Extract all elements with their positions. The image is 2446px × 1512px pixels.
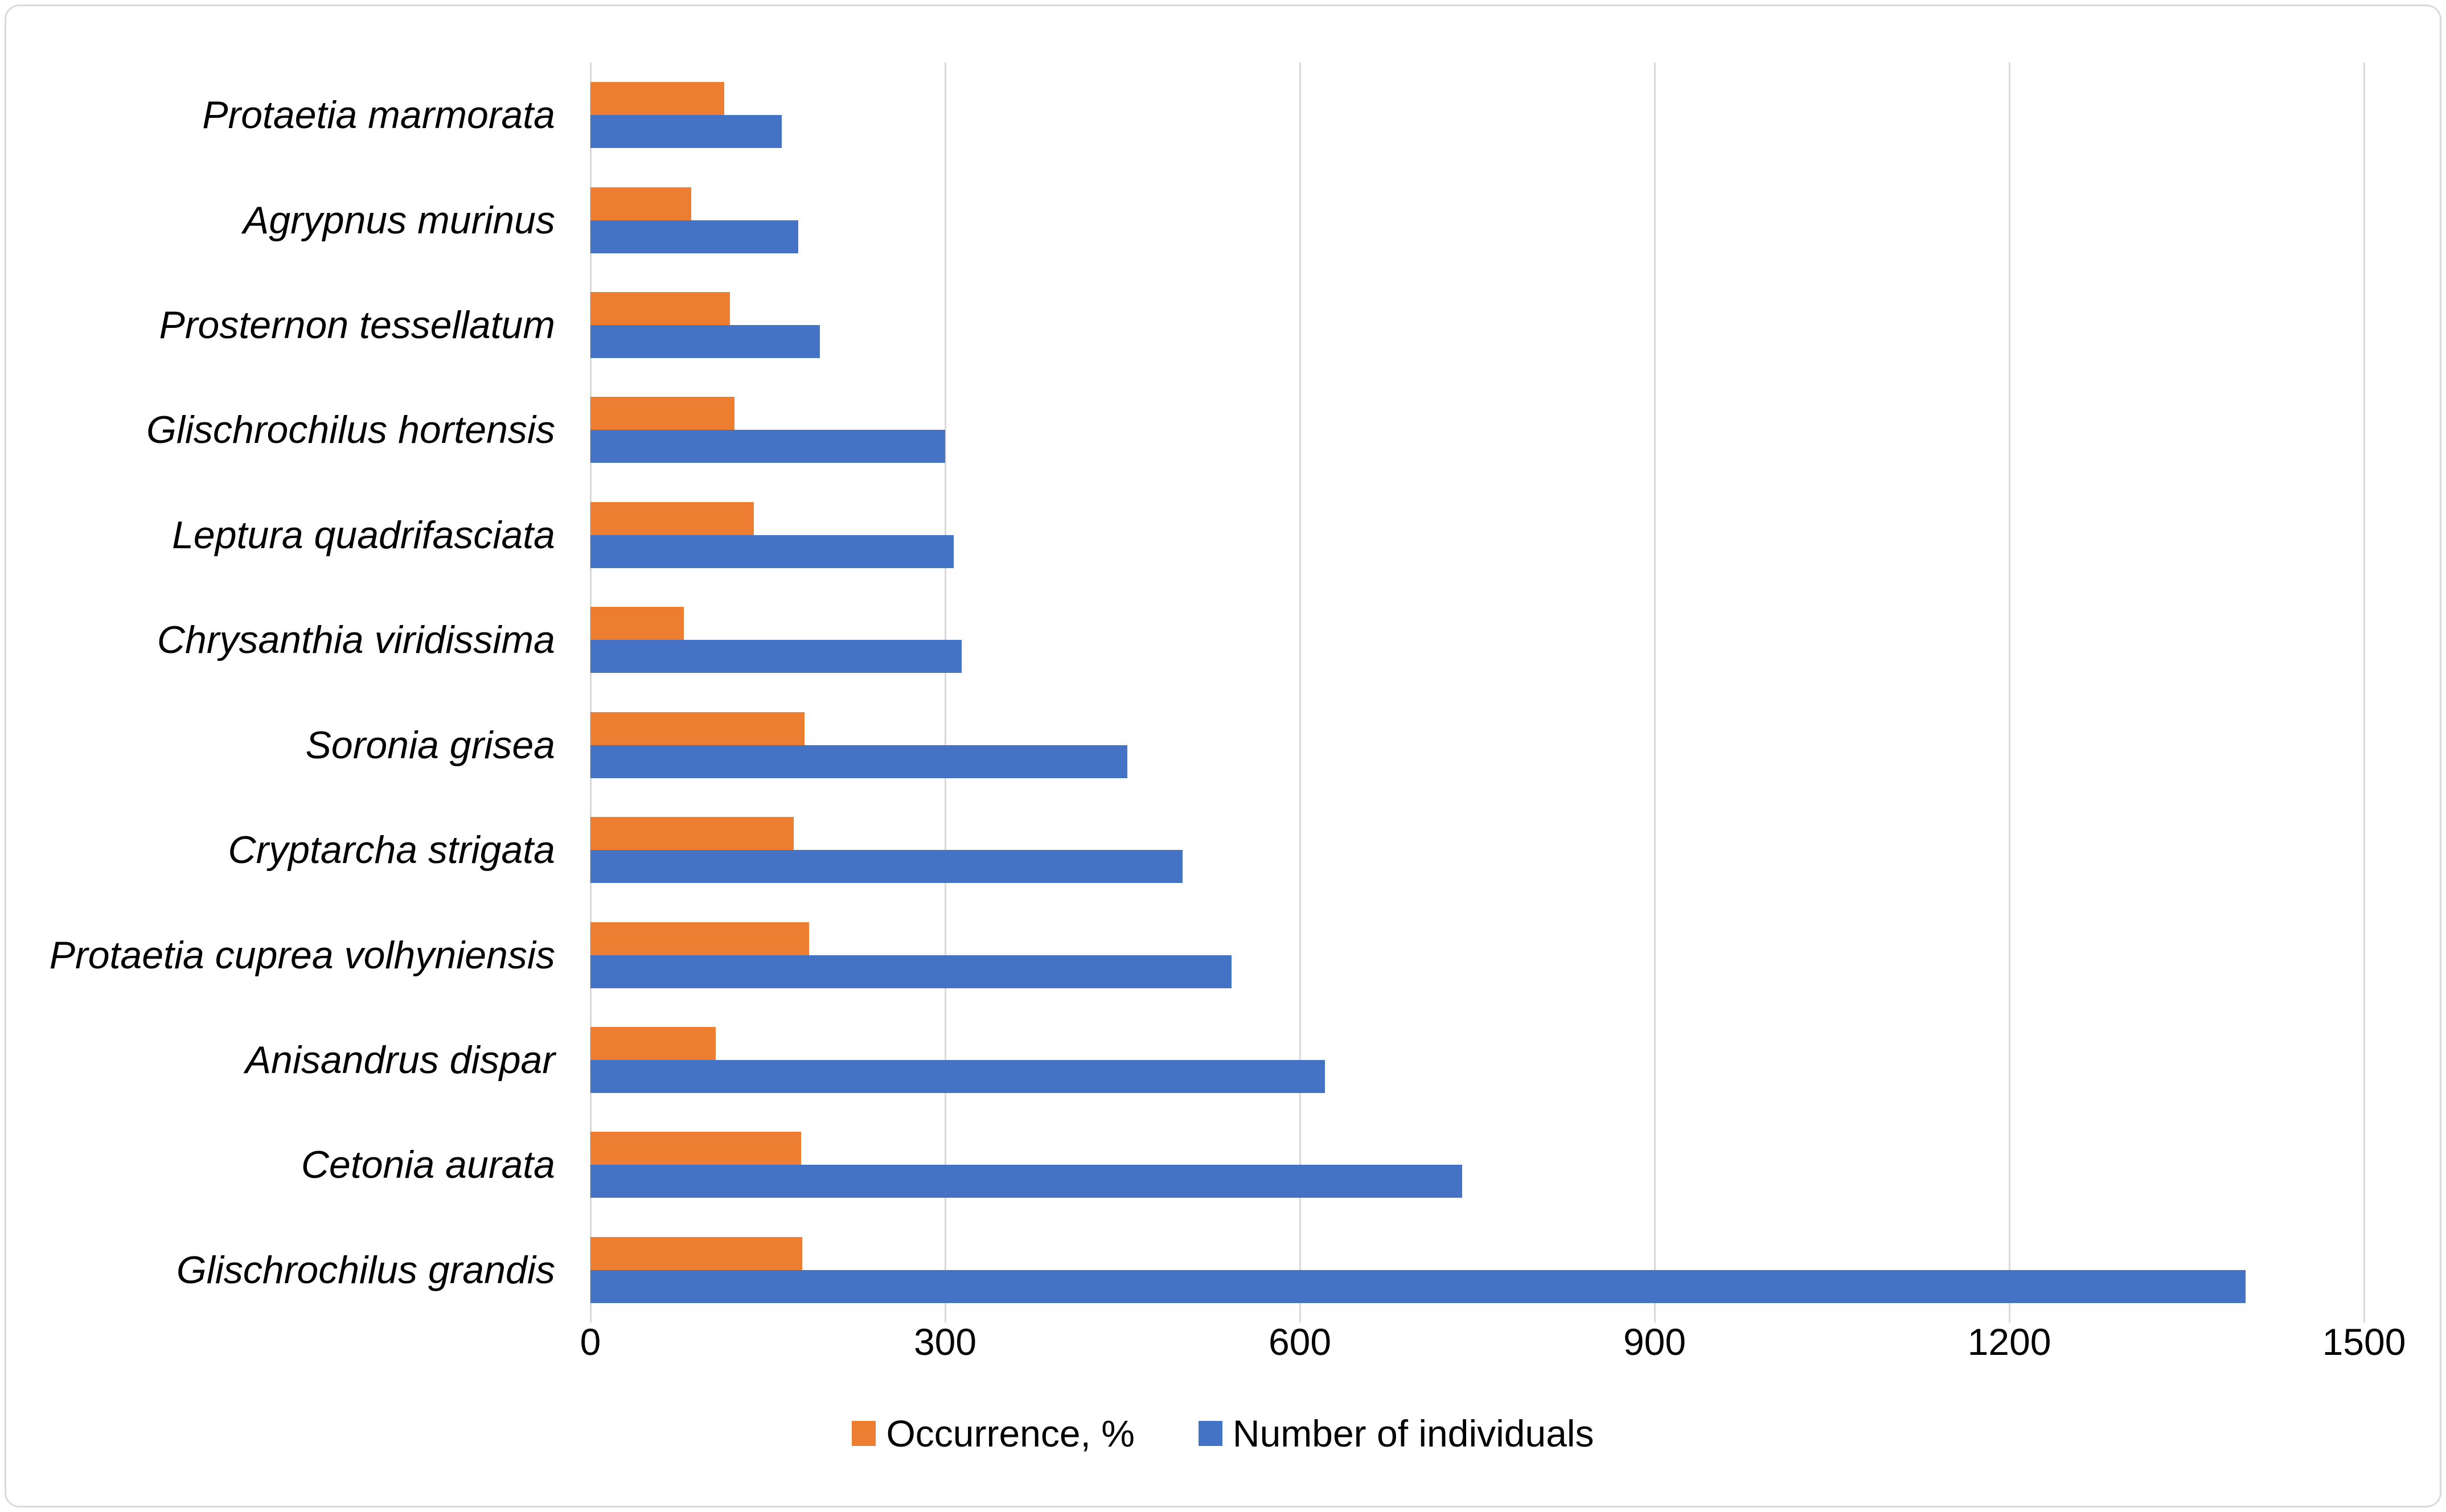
bar-row	[590, 1008, 2364, 1112]
legend-swatch-occurrence	[852, 1421, 876, 1446]
individuals-bar	[590, 115, 782, 149]
x-tick-label: 0	[580, 1321, 601, 1363]
occurrence-bar	[590, 397, 735, 430]
legend-label: Occurrence, %	[886, 1412, 1135, 1455]
individuals-bar	[590, 955, 1232, 988]
category-label: Leptura quadrifasciata	[172, 513, 555, 557]
gridline	[945, 63, 946, 1322]
bar-row	[590, 377, 2364, 482]
occurrence-bar	[590, 1236, 802, 1270]
plot-area	[590, 63, 2365, 1322]
category-label: Soronia grisea	[305, 723, 555, 767]
individuals-bar	[590, 1060, 1325, 1093]
occurrence-bar	[590, 82, 724, 116]
bar-row	[590, 798, 2364, 902]
occurrence-bar	[590, 1027, 716, 1060]
category-label: Cryptarcha strigata	[228, 828, 555, 872]
x-tick-label: 900	[1623, 1321, 1686, 1363]
occurrence-bar	[590, 712, 805, 745]
x-axis: 0 300 600 900 1200 1500	[580, 1316, 2406, 1367]
occurrence-bar	[590, 922, 810, 955]
occurrence-bar	[590, 502, 754, 535]
bar-row	[590, 1218, 2364, 1322]
individuals-bar	[590, 535, 954, 568]
x-tick-label: 300	[913, 1321, 977, 1363]
individuals-bar	[590, 745, 1127, 778]
gridline	[1299, 63, 1301, 1322]
category-label: Anisandrus dispar	[245, 1038, 555, 1082]
occurrence-bar	[590, 607, 684, 640]
category-label: Glischrochilus hortensis	[146, 408, 555, 452]
category-label: Agrypnus murinus	[243, 198, 555, 242]
individuals-bar	[590, 1165, 1462, 1198]
y-axis-category-labels: Protaetia marmorata Agrypnus murinus Prost…	[17, 63, 573, 1322]
individuals-bar	[590, 325, 820, 359]
bar-rows	[590, 63, 2364, 1322]
category-label: Cetonia aurata	[301, 1143, 555, 1187]
gridline	[1654, 63, 1656, 1322]
legend-item: Number of individuals	[1198, 1412, 1594, 1455]
occurrence-bar	[590, 292, 730, 326]
category-label: Prosternon tessellatum	[159, 303, 555, 347]
category-label: Protaetia marmorata	[202, 93, 555, 137]
bar-row	[590, 693, 2364, 798]
category-label: Protaetia cuprea volhyniensis	[49, 933, 555, 977]
legend-label: Number of individuals	[1232, 1412, 1594, 1455]
individuals-bar	[590, 640, 962, 673]
legend: Occurrence, % Number of individuals	[0, 1405, 2446, 1462]
bar-row	[590, 273, 2364, 377]
gridline	[2009, 63, 2010, 1322]
occurrence-bar	[590, 187, 691, 220]
bar-row	[590, 63, 2364, 167]
individuals-bar	[590, 1269, 2246, 1303]
bar-row	[590, 587, 2364, 692]
bar-row	[590, 167, 2364, 272]
individuals-bar	[590, 850, 1183, 884]
x-tick-label: 1500	[2322, 1321, 2406, 1363]
legend-item: Occurrence, %	[852, 1412, 1135, 1455]
bar-row	[590, 483, 2364, 587]
category-label: Glischrochilus grandis	[176, 1248, 555, 1292]
gridline	[590, 63, 592, 1322]
individuals-bar	[590, 220, 799, 253]
occurrence-bar	[590, 817, 794, 850]
chart-frame	[5, 5, 2441, 1507]
gridline	[2363, 63, 2365, 1322]
individuals-bar	[590, 430, 945, 463]
bar-row	[590, 902, 2364, 1007]
bar-row	[590, 1112, 2364, 1217]
occurrence-bar	[590, 1132, 801, 1165]
x-tick-label: 1200	[1967, 1321, 2051, 1363]
category-label: Chrysanthia viridissima	[157, 618, 555, 662]
legend-swatch-individuals	[1198, 1421, 1222, 1446]
x-tick-label: 600	[1268, 1321, 1332, 1363]
